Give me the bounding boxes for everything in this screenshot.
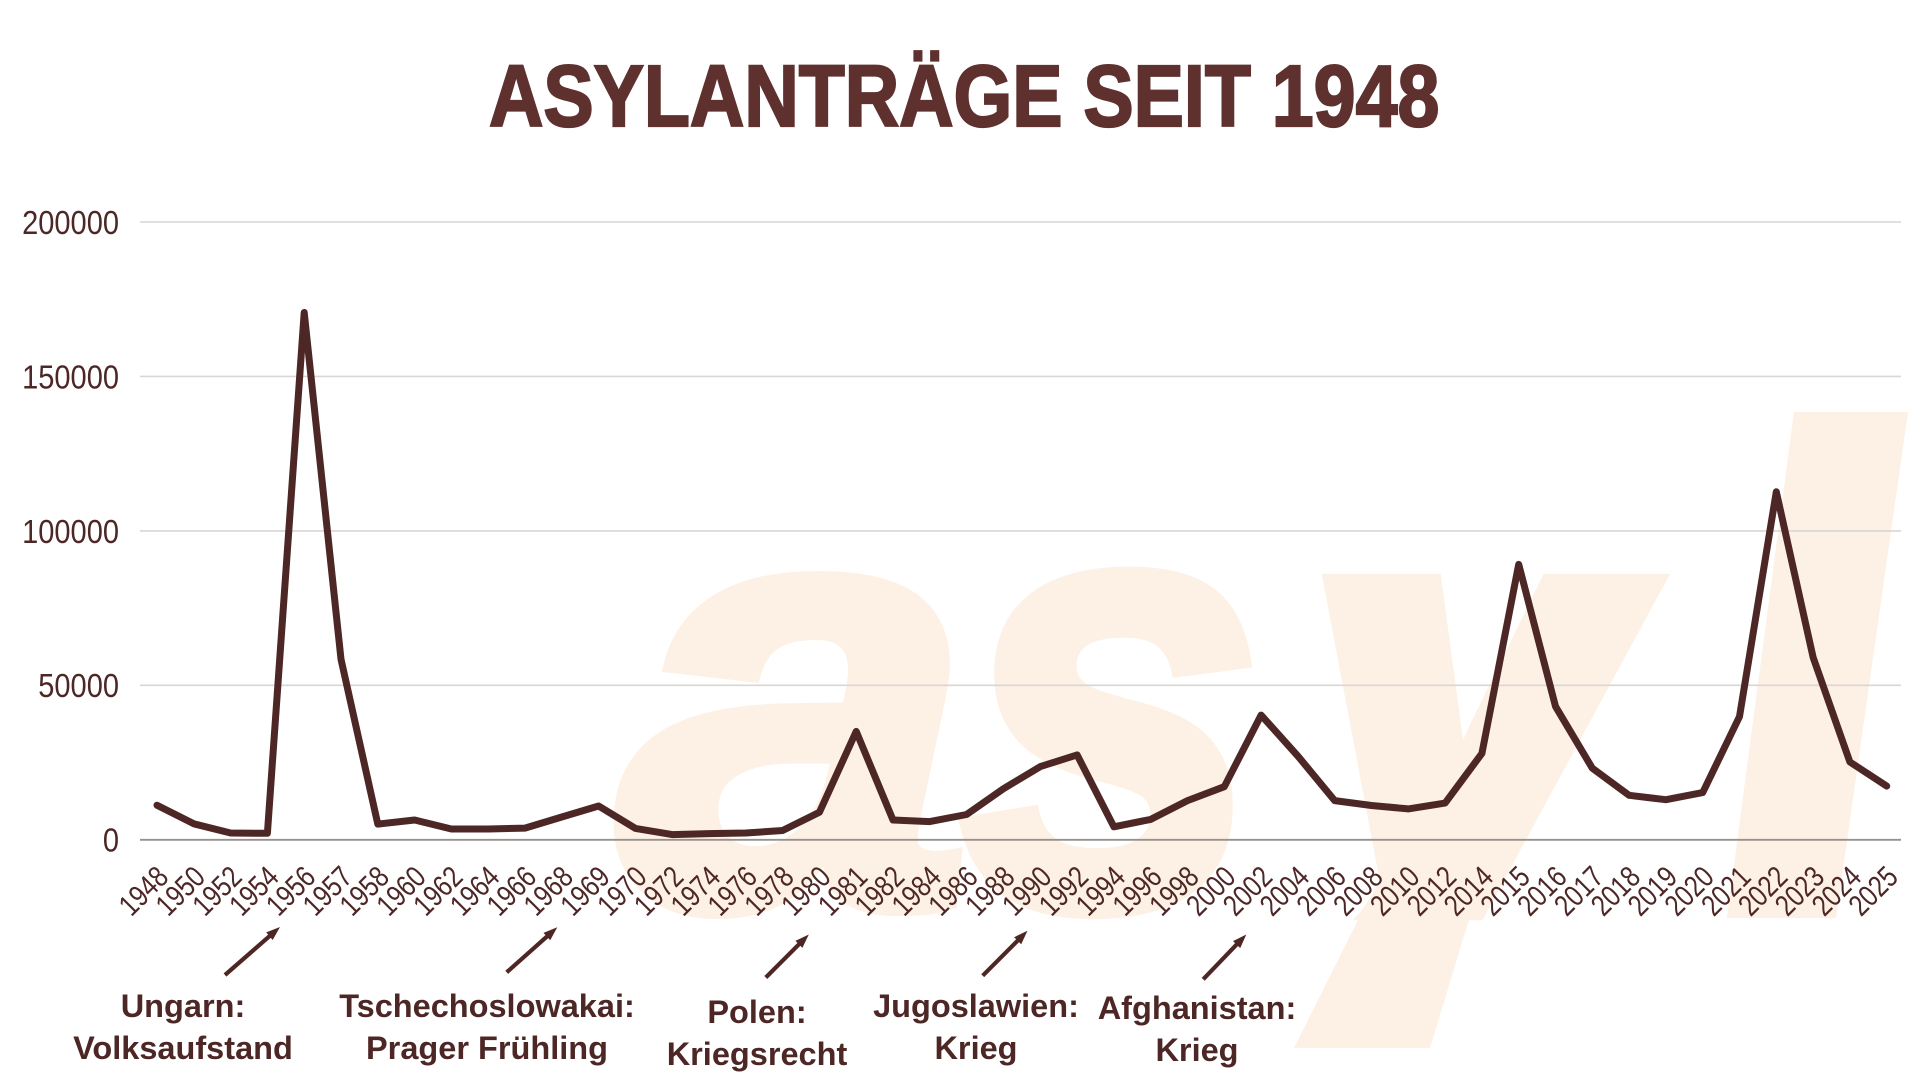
svg-text:200000: 200000	[22, 204, 119, 241]
svg-text:150000: 150000	[22, 359, 119, 396]
svg-text:50000: 50000	[38, 667, 119, 704]
svg-text:0: 0	[103, 822, 119, 859]
svg-text:100000: 100000	[22, 513, 119, 550]
